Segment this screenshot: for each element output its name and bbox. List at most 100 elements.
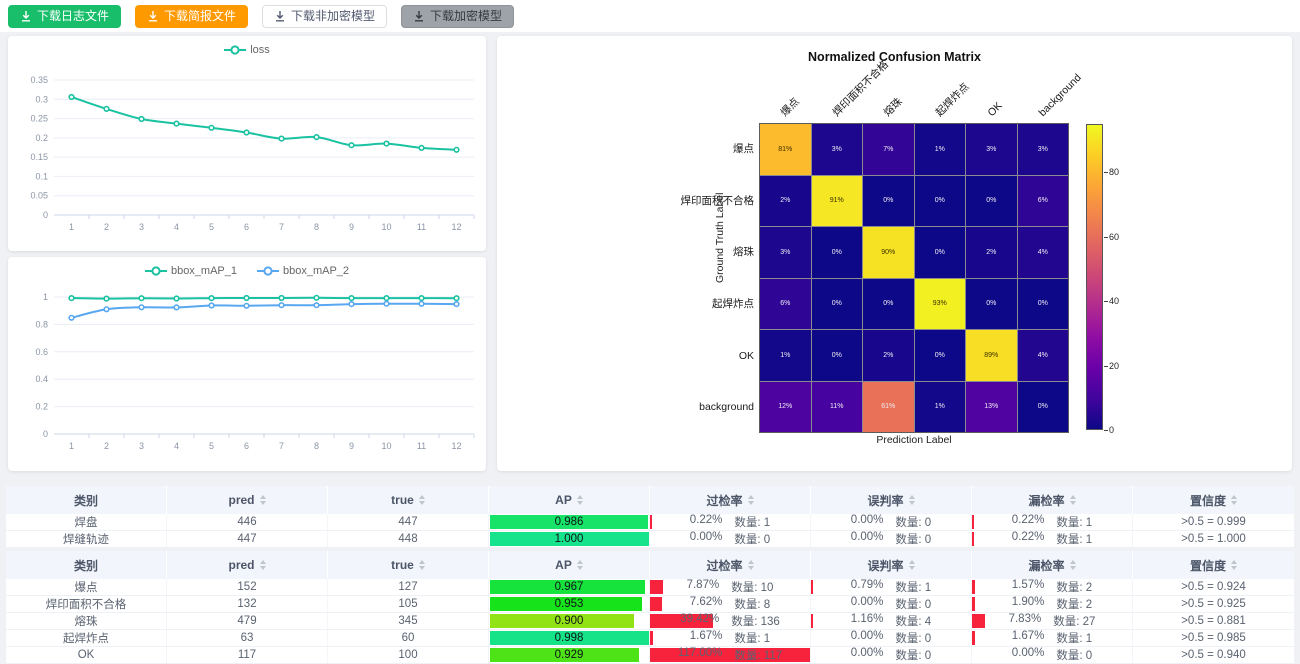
column-header-misjudge-rate[interactable]: 误判率	[811, 486, 972, 514]
cell-over-detection-rate: 7.62% 数量: 8	[650, 596, 811, 612]
rate-text: 7.62% 数量: 8	[690, 596, 770, 612]
column-header-pred[interactable]: pred	[167, 486, 328, 514]
sort-caret-icon[interactable]	[259, 560, 266, 570]
sort-caret-icon[interactable]	[576, 495, 583, 505]
rate-text: 117.00% 数量: 117	[678, 647, 782, 663]
column-header-miss-rate[interactable]: 漏检率	[972, 486, 1133, 514]
cell-category: 爆点	[6, 579, 167, 595]
download-log-file-button[interactable]: 下载日志文件	[8, 4, 122, 28]
cell-misjudge-rate: 0.00% 数量: 0	[811, 630, 972, 646]
cell-ap: 1.000	[489, 531, 650, 547]
sort-caret-icon[interactable]	[418, 495, 425, 505]
column-header-label: 漏检率	[1028, 558, 1065, 573]
rate-percent: 117.00%	[677, 647, 723, 659]
download-unencrypted-model-button[interactable]: 下载非加密模型	[262, 4, 388, 28]
rate-bar	[650, 597, 663, 611]
confusion-matrix-panel: Normalized Confusion Matrix 81% 3% 7% 1% 3% 3…	[497, 36, 1292, 471]
cell-miss-rate: 1.90% 数量: 2	[972, 596, 1133, 612]
column-header-ap[interactable]: AP	[489, 551, 650, 579]
cell-ap: 0.929	[489, 647, 650, 663]
rate-count: 数量: 2	[1056, 582, 1093, 594]
column-header-misjudge-rate[interactable]: 误判率	[811, 551, 972, 579]
matrix-cell-5-5: 0%	[1017, 381, 1068, 432]
column-header-pred[interactable]: pred	[167, 551, 328, 579]
table-header-row: 类别 pred true AP 过检率 误判率 漏检率 置信度	[6, 486, 1294, 514]
download-encrypted-model-button[interactable]: 下载加密模型	[401, 4, 515, 28]
rate-text: 7.87% 数量: 10	[687, 579, 774, 595]
matrix-cell-1-5: 6%	[1017, 175, 1068, 226]
sort-caret-icon[interactable]	[1231, 560, 1237, 570]
sort-caret-icon[interactable]	[908, 495, 915, 505]
colorbar-tick-label: 40	[1109, 296, 1120, 307]
column-header-confidence[interactable]: 置信度	[1133, 551, 1294, 579]
rate-bar	[972, 614, 985, 628]
cell-pred: 446	[167, 514, 328, 530]
rate-count: 数量: 1	[1056, 534, 1093, 546]
column-header-true[interactable]: true	[328, 486, 489, 514]
sort-caret-icon[interactable]	[1231, 495, 1237, 505]
svg-text:3: 3	[139, 222, 144, 232]
table-row: 起焊炸点 63 60 0.998 1.67% 数量: 1 0.00% 数量: 0 1.67% 数量…	[6, 630, 1294, 647]
matrix-cell-4-4: 89%	[966, 330, 1017, 381]
legend-item-loss[interactable]: loss	[224, 44, 270, 56]
legend-item-bbox-map-1[interactable]: bbox_mAP_1	[144, 265, 237, 277]
rate-bar	[811, 580, 813, 594]
sort-caret-icon[interactable]	[908, 560, 915, 570]
download-brief-file-button[interactable]: 下载简报文件	[135, 4, 249, 28]
svg-text:0.4: 0.4	[35, 374, 48, 384]
cell-ap: 0.900	[489, 613, 650, 629]
matrix-cell-1-0: 2%	[760, 175, 811, 226]
sort-caret-icon[interactable]	[1069, 495, 1076, 505]
matrix-cell-1-3: 0%	[914, 175, 965, 226]
cell-over-detection-rate: 117.00% 数量: 117	[650, 647, 811, 663]
sort-caret-icon[interactable]	[576, 560, 583, 570]
sort-caret-icon[interactable]	[747, 495, 754, 505]
cell-miss-rate: 0.22% 数量: 1	[972, 531, 1133, 547]
colorbar-tick-label: 80	[1109, 167, 1120, 178]
svg-text:10: 10	[381, 441, 391, 451]
rate-bar	[650, 648, 810, 662]
row-label: background	[699, 401, 754, 414]
matrix-cell-0-2: 7%	[863, 124, 914, 175]
cell-true: 127	[328, 579, 489, 595]
rate-text: 7.83% 数量: 27	[1009, 613, 1096, 629]
rate-count: 数量: 136	[731, 616, 780, 628]
column-header-over-detection-rate[interactable]: 过检率	[650, 486, 811, 514]
cell-over-detection-rate: 39.42% 数量: 136	[650, 613, 811, 629]
column-header-true[interactable]: true	[328, 551, 489, 579]
rate-percent: 0.22%	[689, 514, 723, 526]
svg-text:8: 8	[314, 441, 319, 451]
column-label: OK	[985, 99, 1005, 119]
column-header-confidence[interactable]: 置信度	[1133, 486, 1294, 514]
column-header-over-detection-rate[interactable]: 过检率	[650, 551, 811, 579]
colorbar-tick	[1104, 365, 1108, 367]
cell-misjudge-rate: 0.00% 数量: 0	[811, 531, 972, 547]
column-header-miss-rate[interactable]: 漏检率	[972, 551, 1133, 579]
rate-bar	[972, 597, 976, 611]
sort-caret-icon[interactable]	[259, 495, 266, 505]
legend-item-bbox-map-2[interactable]: bbox_mAP_2	[257, 265, 349, 277]
sort-caret-icon[interactable]	[747, 560, 754, 570]
svg-text:7: 7	[279, 441, 284, 451]
sort-caret-icon[interactable]	[418, 560, 425, 570]
row-label: OK	[738, 349, 754, 362]
svg-text:0.35: 0.35	[30, 75, 48, 85]
sort-caret-icon[interactable]	[1069, 560, 1076, 570]
row-label: 熔珠	[733, 246, 754, 259]
table-header-row: 类别 pred true AP 过检率 误判率 漏检率 置信度	[6, 551, 1294, 579]
svg-text:5: 5	[209, 441, 214, 451]
rate-text: 0.22% 数量: 1	[1012, 514, 1092, 530]
rate-count: 数量: 0	[895, 599, 932, 611]
rate-percent: 0.00%	[850, 630, 884, 642]
matrix-cell-5-1: 11%	[811, 381, 862, 432]
rate-count: 数量: 0	[895, 517, 932, 529]
rate-count: 数量: 1	[734, 517, 771, 529]
legend-marker-icon	[257, 266, 279, 276]
rate-percent: 1.67%	[1011, 630, 1045, 642]
cell-over-detection-rate: 1.67% 数量: 1	[650, 630, 811, 646]
map-chart: 00.20.40.60.811 2 3 4 5 6 7 8 9 10 11 12	[35, 292, 475, 451]
column-header-ap[interactable]: AP	[489, 486, 650, 514]
rate-count: 数量: 117	[734, 650, 783, 662]
cell-category: OK	[6, 647, 167, 663]
rate-count: 数量: 0	[734, 534, 771, 546]
